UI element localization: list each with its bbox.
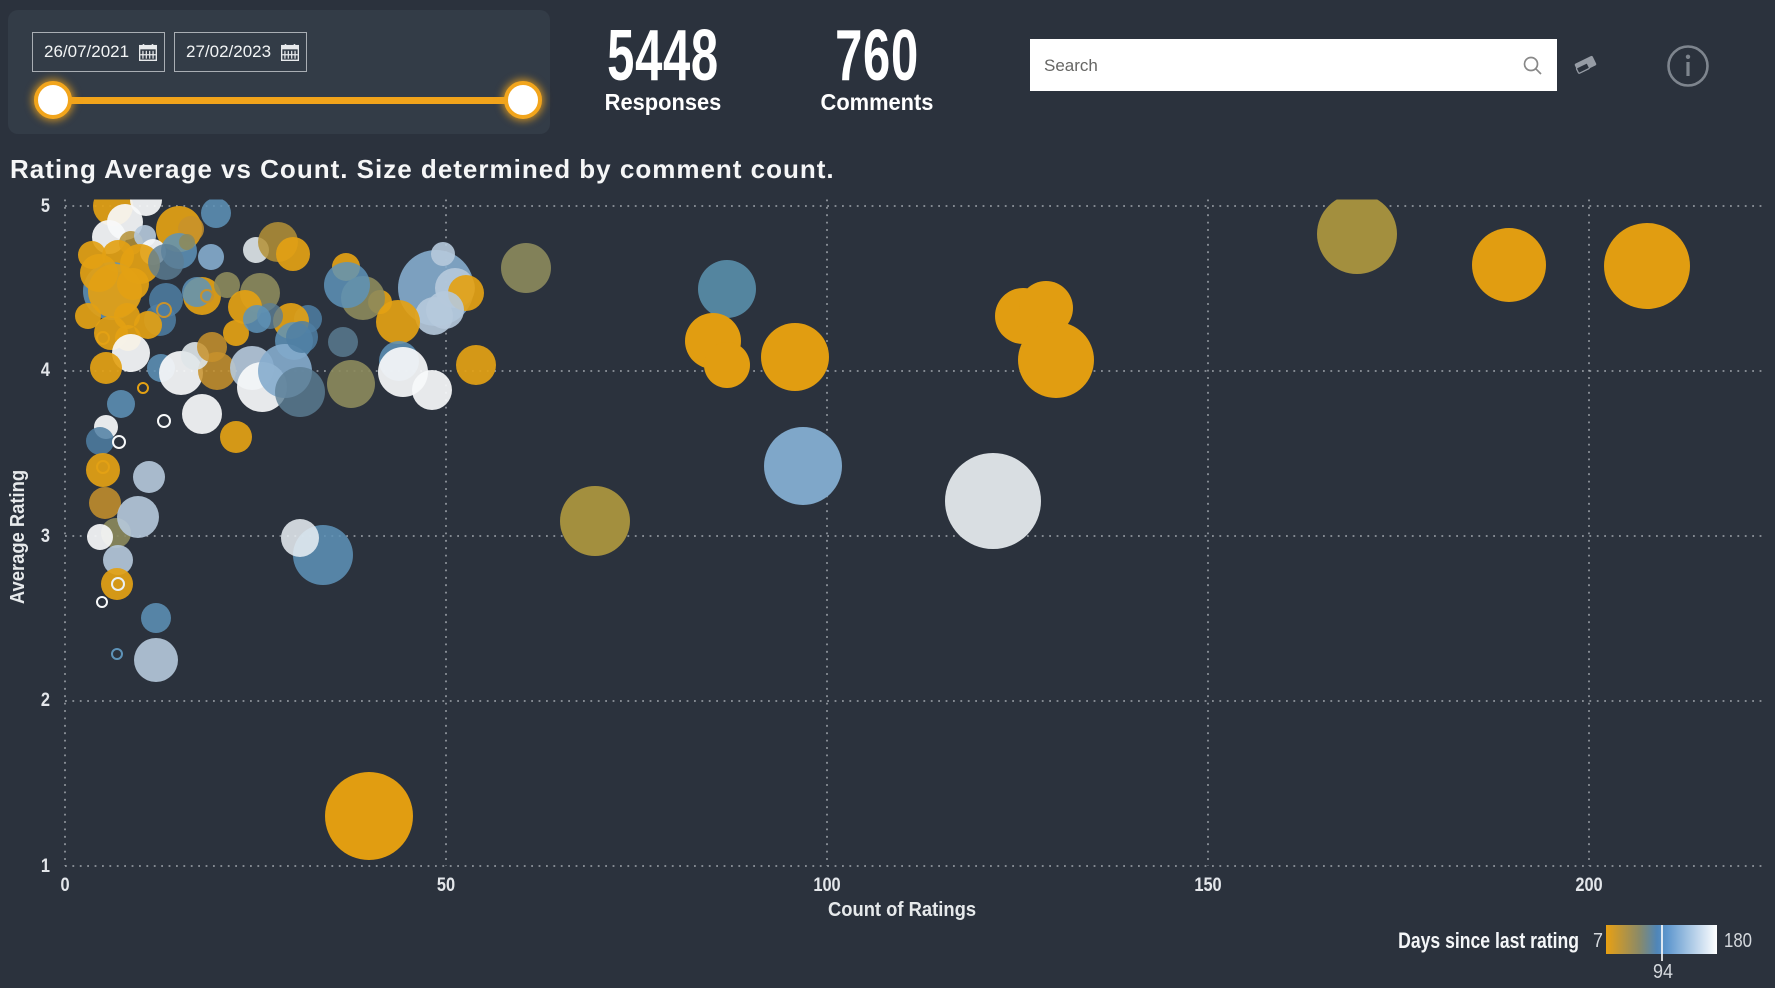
svg-text:4: 4 [41, 359, 50, 381]
svg-text:5: 5 [41, 195, 50, 217]
svg-text:100: 100 [813, 874, 840, 896]
svg-text:Average Rating: Average Rating [7, 470, 29, 604]
svg-text:150: 150 [1194, 874, 1221, 896]
svg-text:200: 200 [1575, 874, 1602, 896]
svg-text:Count of Ratings: Count of Ratings [828, 899, 976, 921]
svg-text:180: 180 [1724, 929, 1752, 952]
svg-text:1: 1 [41, 855, 50, 877]
svg-text:0: 0 [60, 874, 69, 896]
svg-text:7: 7 [1593, 930, 1603, 952]
svg-text:50: 50 [437, 874, 455, 896]
svg-text:Days since last rating: Days since last rating [1398, 929, 1579, 953]
svg-text:94: 94 [1653, 961, 1673, 983]
svg-text:2: 2 [41, 689, 50, 711]
svg-text:3: 3 [41, 525, 50, 547]
